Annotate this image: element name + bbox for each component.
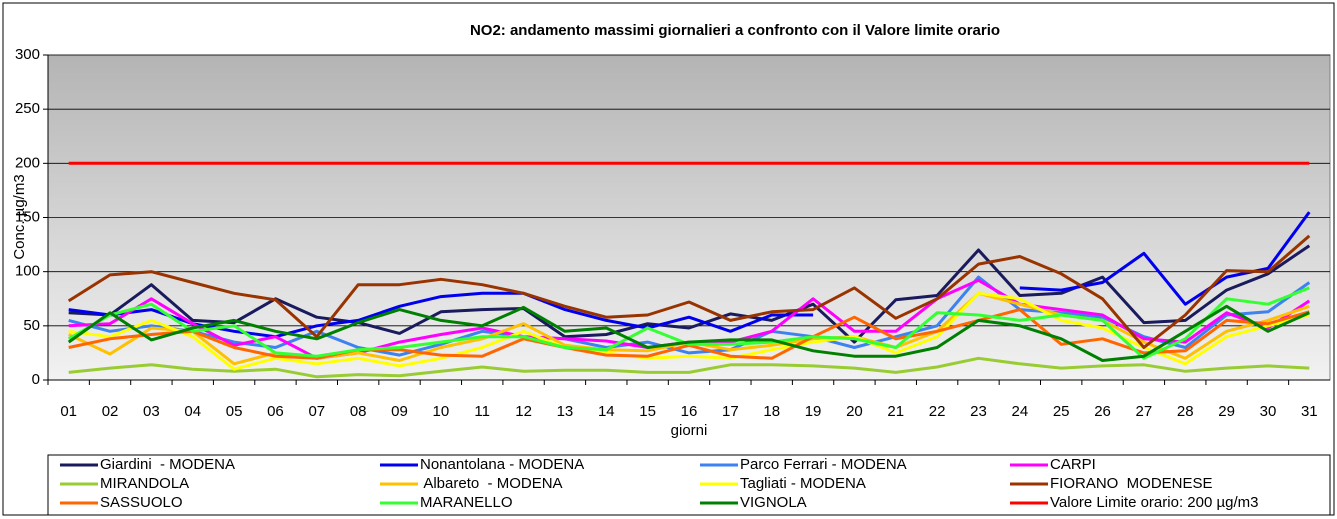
x-tick-label: 15: [639, 403, 656, 420]
x-tick-label: 05: [226, 403, 243, 420]
x-tick-label: 29: [1218, 403, 1235, 420]
series-line: [68, 356, 1310, 379]
x-tick-label: 18: [763, 403, 780, 420]
x-tick-label: 07: [308, 403, 325, 420]
y-tick-label: 200: [15, 154, 40, 171]
x-tick-label: 11: [474, 403, 490, 420]
x-tick-label: 10: [433, 403, 450, 420]
series-line: [67, 304, 1310, 362]
series-line: [67, 234, 1311, 349]
legend-label: Nonantolana - MODENA: [420, 456, 584, 473]
legend-label: Tagliati - MODENA: [740, 475, 866, 492]
x-tick-label: 02: [102, 403, 119, 420]
x-tick-label: 21: [887, 403, 904, 420]
x-tick-label: 12: [515, 403, 532, 420]
y-tick-label: 300: [15, 46, 40, 63]
series-line: [68, 275, 1311, 357]
legend-label: VIGNOLA: [740, 494, 807, 511]
x-tick-label: 01: [60, 403, 77, 420]
x-tick-label: 17: [722, 403, 739, 420]
y-tick-label: 100: [15, 263, 40, 280]
series-line: [68, 291, 1310, 371]
x-tick-label: 09: [391, 403, 408, 420]
x-tick-label: 23: [970, 403, 987, 420]
x-tick-label: 14: [598, 403, 615, 420]
legend-label: Valore Limite orario: 200 µg/m3: [1050, 494, 1258, 511]
x-tick-label: 04: [184, 403, 201, 420]
x-axis-label: giorni: [671, 422, 708, 439]
legend-label: Giardini - MODENA: [100, 456, 235, 473]
x-tick-label: 08: [350, 403, 367, 420]
x-tick-label: 31: [1301, 403, 1318, 420]
x-tick-label: 30: [1260, 403, 1277, 420]
x-tick-label: 13: [557, 403, 574, 420]
series-line: [67, 286, 1310, 360]
legend-label: MIRANDOLA: [100, 475, 189, 492]
y-tick-label: 0: [32, 371, 40, 388]
legend-label: SASSUOLO: [100, 494, 183, 511]
x-tick-label: 24: [1011, 403, 1028, 420]
legend-label: Parco Ferrari - MODENA: [740, 456, 907, 473]
x-tick-label: 26: [1094, 403, 1111, 420]
legend-label: Albareto - MODENA: [420, 475, 563, 492]
y-tick-label: 50: [23, 317, 40, 334]
x-tick-label: 20: [846, 403, 863, 420]
y-axis-label: Conc. µg/m3: [11, 174, 28, 259]
chart-title: NO2: andamento massimi giornalieri a con…: [470, 22, 1000, 39]
legend-label: CARPI: [1050, 456, 1096, 473]
x-tick-label: 03: [143, 403, 160, 420]
x-tick-label: 19: [805, 403, 822, 420]
legend-label: FIORANO MODENESE: [1050, 475, 1213, 492]
x-tick-label: 28: [1177, 403, 1194, 420]
x-tick-label: 06: [267, 403, 284, 420]
legend-box: [47, 454, 1331, 516]
x-tick-label: 16: [681, 403, 698, 420]
x-tick-label: 22: [929, 403, 946, 420]
x-tick-label: 27: [1136, 403, 1153, 420]
x-tick-label: 25: [1053, 403, 1070, 420]
legend-label: MARANELLO: [420, 494, 513, 511]
y-tick-label: 250: [15, 100, 40, 117]
y-tick-label: 150: [15, 208, 40, 225]
